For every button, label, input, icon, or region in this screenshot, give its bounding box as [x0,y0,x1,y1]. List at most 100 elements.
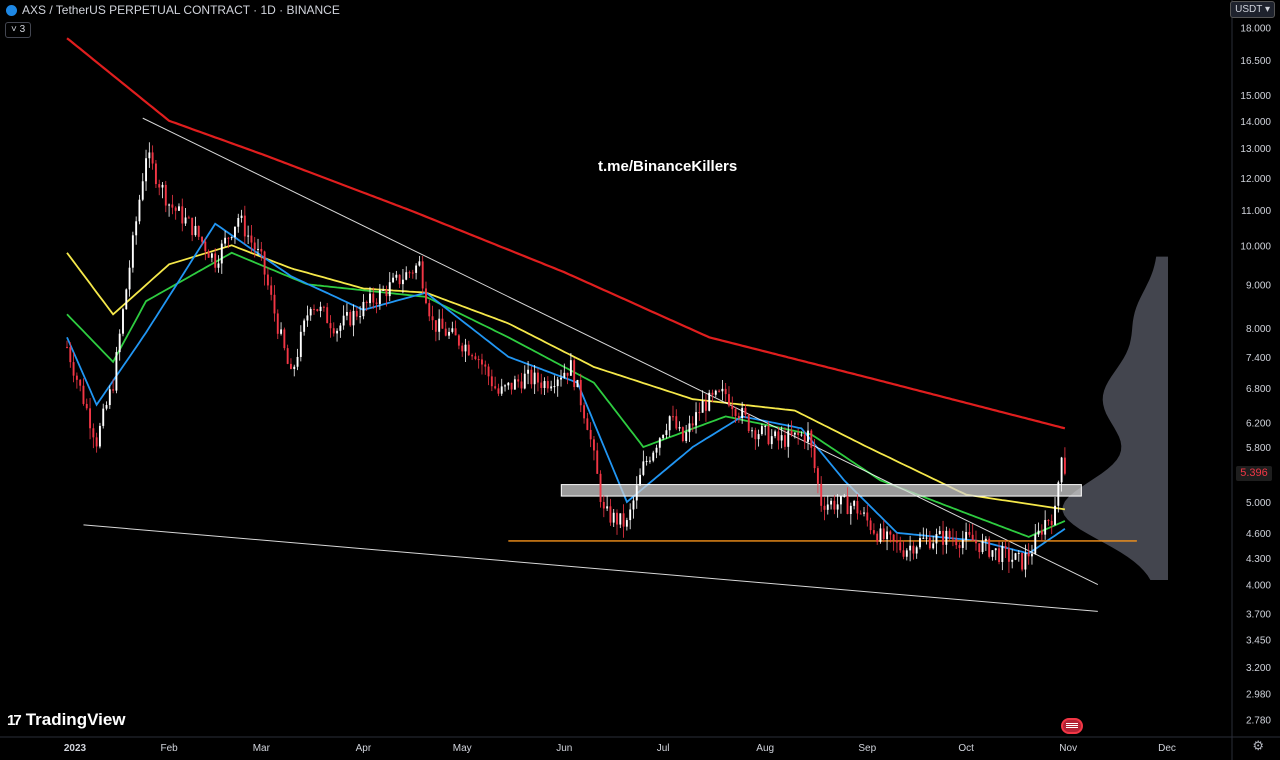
candle-body [164,184,167,206]
candle-body [191,217,194,236]
candle-body [872,530,875,534]
candle-body [899,542,902,551]
candle-body [154,163,157,185]
candle-body [793,432,796,435]
candle-body [1054,505,1056,525]
candle-body [741,407,744,419]
candle-body [497,388,500,394]
x-tick-label: May [453,743,472,754]
x-tick-label: Nov [1059,743,1077,754]
chart-header: AXS / TetherUS PERPETUAL CONTRACT · 1D ·… [6,3,340,17]
y-tick-label: 2.780 [1246,715,1271,726]
candle-body [919,538,921,548]
candle-body [1021,552,1024,570]
y-tick-label: 18.000 [1240,24,1271,35]
candle-body [560,377,562,380]
candle-body [619,513,622,525]
candle-body [889,531,892,535]
candle-body [902,550,905,557]
candle-body [527,369,530,374]
candle-body [938,530,941,535]
candle-body [695,412,697,426]
candle-body [125,289,128,310]
candle-body [181,206,184,224]
upper-trendline [142,117,1099,586]
usa-flag-icon[interactable] [1061,718,1083,734]
candle-body [681,427,684,441]
candle-body [784,435,786,447]
candle-body [540,382,543,388]
candle-body [388,282,391,297]
y-tick-label: 7.400 [1246,353,1271,364]
candle-body [625,520,628,527]
candle-body [556,379,559,387]
x-tick-label: Jul [657,743,670,754]
candle-body [797,432,800,436]
candle-body [843,495,846,497]
y-tick-label: 4.300 [1246,554,1271,565]
binance-logo-icon [6,4,17,16]
candle-body [438,318,441,332]
symbol-title[interactable]: AXS / TetherUS PERPETUAL CONTRACT · 1D ·… [22,3,340,17]
candle-body [1034,534,1037,554]
candle-body [1017,552,1020,554]
last-price-label: 5.396 [1236,465,1272,481]
candle-body [734,409,737,416]
volume-profile [1062,256,1168,580]
candle-body [204,241,207,252]
y-tick-label: 9.000 [1246,280,1271,291]
candle-body [293,366,296,369]
candle-body [411,272,414,274]
candle-body [336,330,339,334]
candle-body [678,427,681,429]
candle-body [253,242,256,250]
candle-body [484,364,487,367]
gear-icon[interactable]: ⚙ [1252,738,1264,753]
candle-body [102,408,105,426]
candle-body [201,236,203,242]
candle-body [286,348,289,364]
candle-body [220,243,223,264]
candle-body [138,199,141,222]
candle-body [958,545,961,548]
candle-body [981,540,984,553]
candle-body [408,272,411,274]
tradingview-logo[interactable]: 17 TradingView [7,710,126,730]
candle-body [579,379,582,406]
candle-body [915,547,918,554]
x-tick-label: Jun [556,743,572,754]
candle-body [787,430,790,447]
candle-body [774,431,777,437]
candle-body [1050,520,1053,525]
candle-body [431,316,434,321]
candle-body [1063,457,1066,474]
candle-body [886,531,889,540]
y-tick-label: 2.980 [1246,690,1271,701]
candle-body [247,235,250,237]
y-tick-label: 3.450 [1246,635,1271,646]
candle-body [145,158,147,182]
indicators-toggle-button[interactable]: ˅ 3 [5,22,32,38]
candle-body [866,512,869,521]
currency-select[interactable]: USDT ▾ [1230,1,1275,18]
candle-body [573,360,576,388]
candle-body [507,382,510,386]
x-tick-label: Sep [858,743,876,754]
candle-body [925,537,928,539]
candle-body [721,388,724,392]
candle-body [612,512,615,523]
candle-body [895,540,898,543]
candle-body [319,306,322,312]
candle-body [629,509,632,521]
candle-body [428,303,431,317]
candle-body [451,328,454,332]
candle-body [744,407,747,415]
candle-body [115,352,118,391]
candle-body [322,306,325,308]
candle-body [830,500,833,505]
candle-body [128,267,131,290]
candle-body [546,381,549,389]
y-tick-label: 12.000 [1240,174,1271,185]
candle-body [178,206,180,211]
